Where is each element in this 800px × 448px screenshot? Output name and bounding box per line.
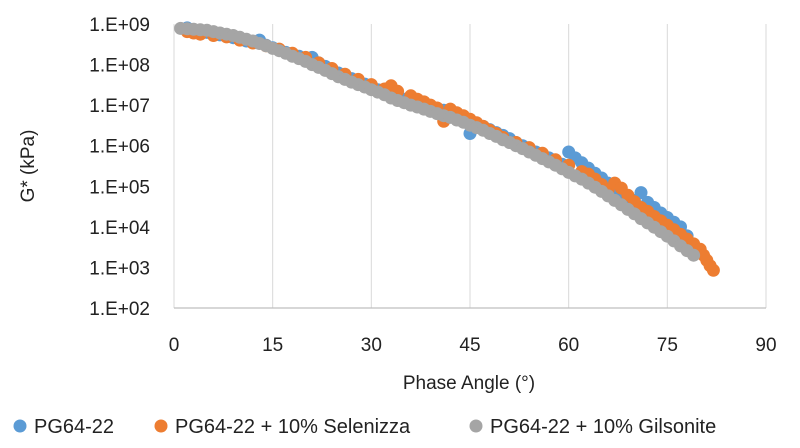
x-tick-labels: 0 15 30 45 60 75 90 — [169, 335, 777, 356]
y-tick-label: 1.E+07 — [89, 96, 150, 117]
y-tick-labels: 1.E+02 1.E+03 1.E+04 1.E+05 1.E+06 1.E+07 1.E+… — [89, 15, 150, 320]
data-points — [174, 21, 720, 277]
legend: PG64-22 PG64-22 + 10% Selenizza PG64-22 + … — [13, 416, 716, 438]
legend-label-3: PG64-22 + 10% Gilsonite — [490, 416, 716, 438]
x-tick-label: 75 — [657, 335, 678, 356]
x-tick-label: 45 — [459, 335, 480, 356]
y-tick-label: 1.E+09 — [89, 15, 150, 36]
y-tick-label: 1.E+08 — [89, 56, 150, 77]
x-tick-label: 15 — [262, 335, 283, 356]
x-tick-label: 30 — [361, 335, 382, 356]
legend-marker-2 — [154, 419, 168, 433]
y-tick-label: 1.E+02 — [89, 299, 150, 320]
data-point-series-1 — [634, 186, 648, 200]
y-tick-label: 1.E+03 — [89, 258, 150, 279]
y-tick-label: 1.E+04 — [89, 218, 150, 239]
legend-label-1: PG64-22 — [34, 416, 114, 438]
x-axis-title: Phase Angle (°) — [403, 373, 535, 394]
legend-marker-1 — [13, 419, 27, 433]
data-point-series-3 — [687, 248, 701, 262]
legend-label-2: PG64-22 + 10% Selenizza — [175, 416, 411, 438]
grid — [272, 24, 767, 308]
x-tick-label: 60 — [558, 335, 579, 356]
x-tick-label: 0 — [169, 335, 180, 356]
x-tick-label: 90 — [755, 335, 776, 356]
data-point-series-2 — [706, 263, 720, 277]
y-axis-title: G* (kPa) — [18, 130, 39, 203]
y-tick-label: 1.E+05 — [89, 177, 150, 198]
y-tick-label: 1.E+06 — [89, 137, 150, 158]
axes — [173, 24, 766, 309]
legend-marker-3 — [469, 419, 483, 433]
